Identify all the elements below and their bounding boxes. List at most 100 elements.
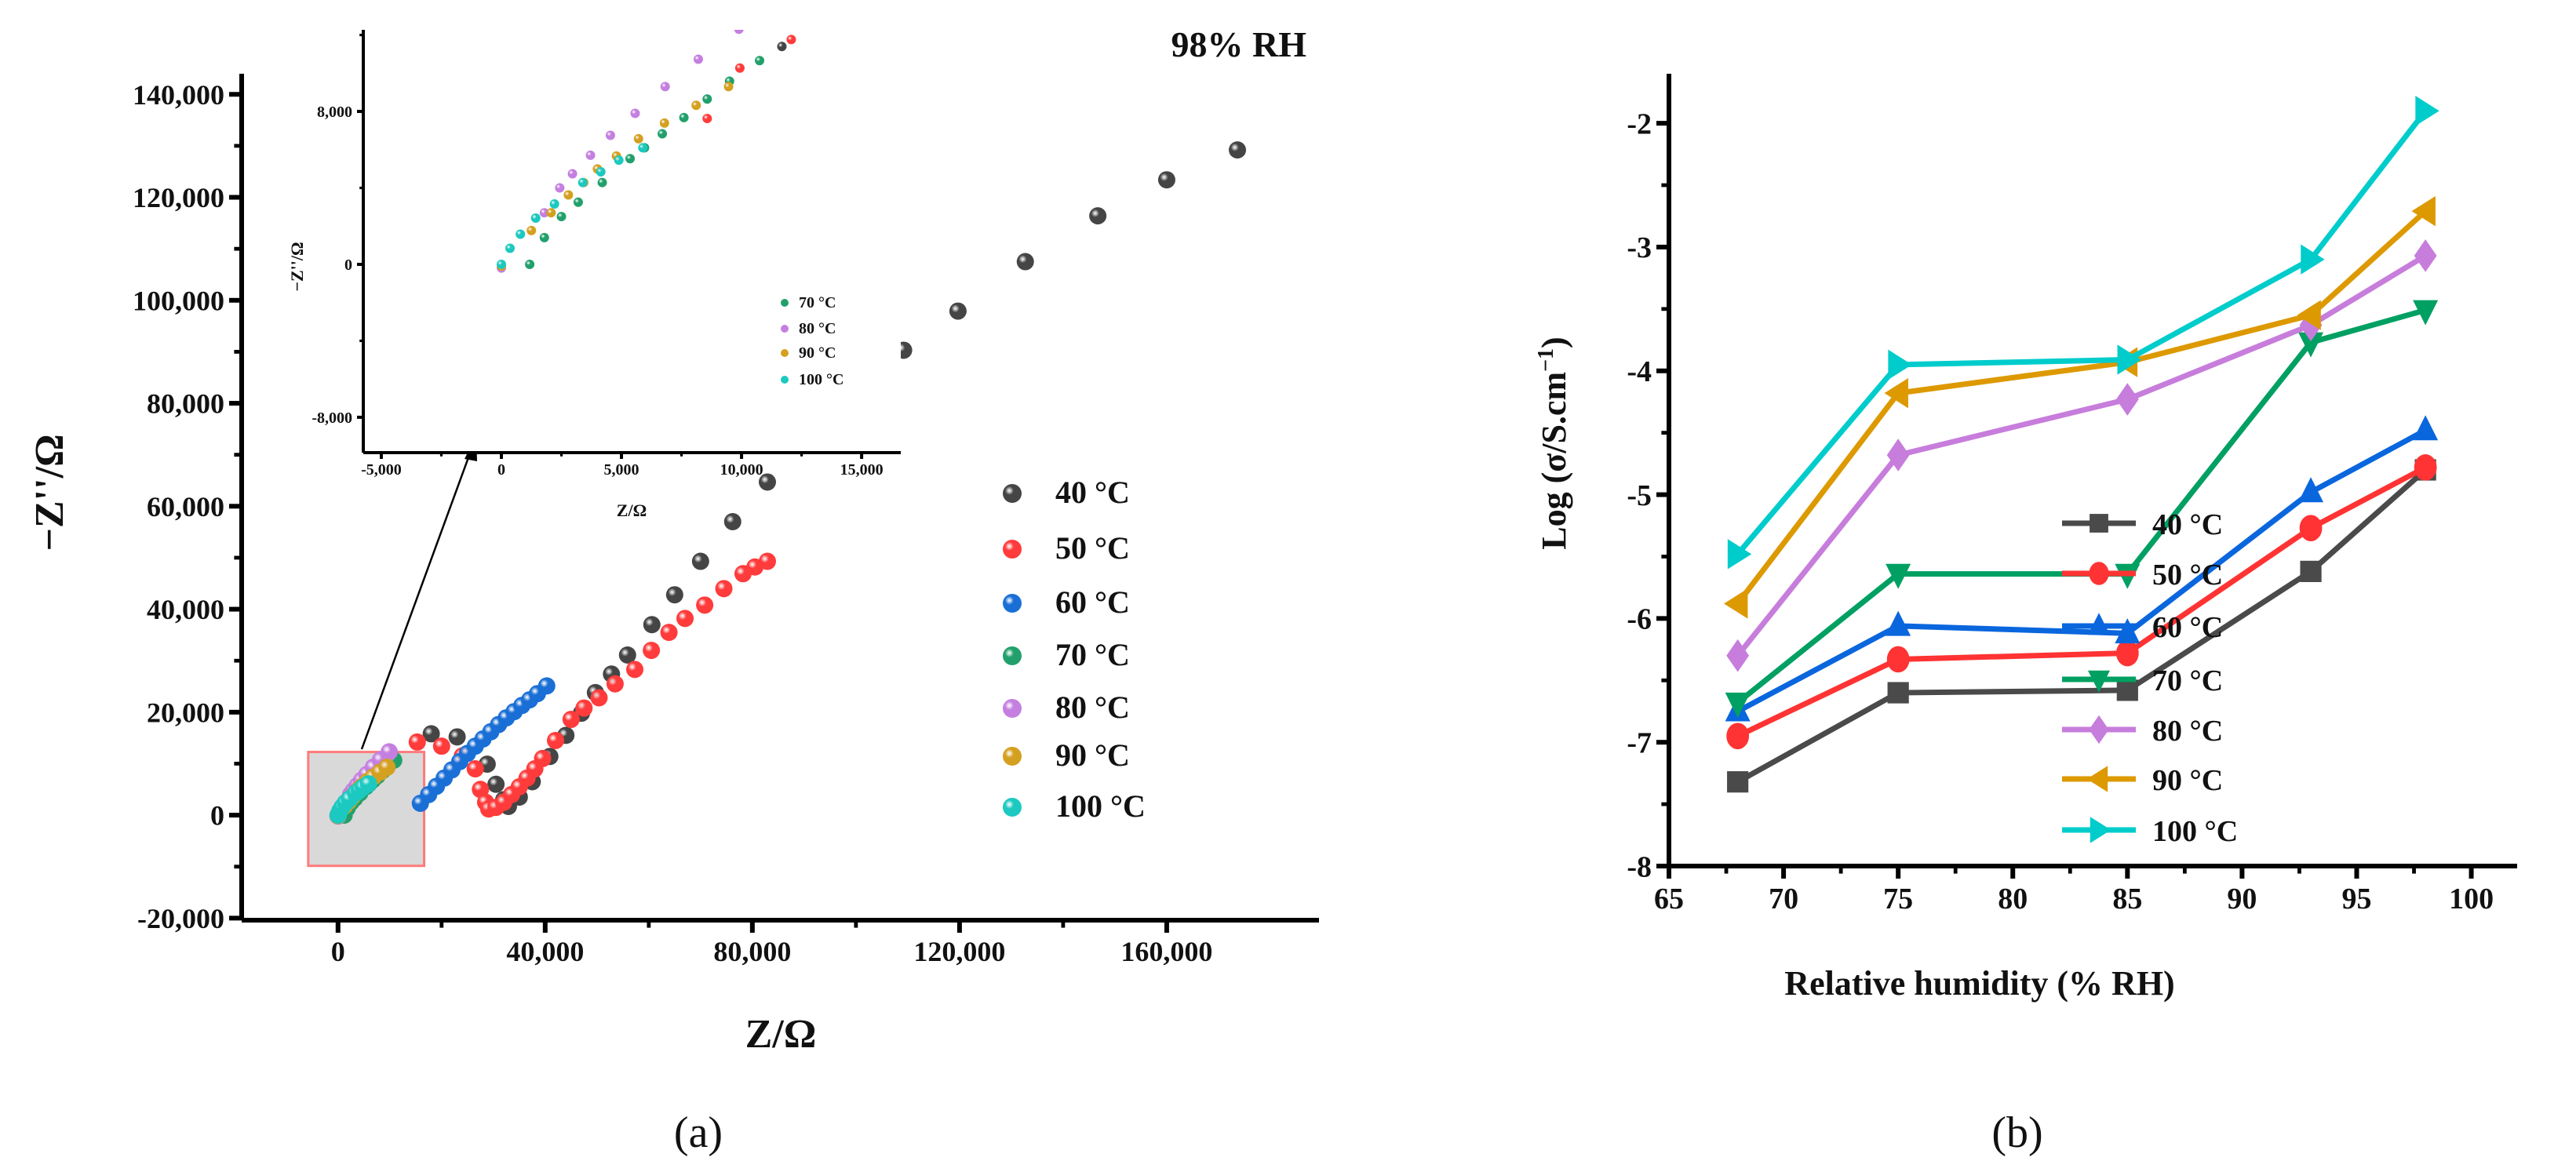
y-tick-label: 80,000 xyxy=(147,388,224,420)
triangle-down-marker xyxy=(1725,692,1751,718)
data-point xyxy=(534,749,552,767)
legend-label: 60 °C xyxy=(2152,611,2223,644)
legend-item: 90 °C xyxy=(1003,737,1130,773)
legend-label: 40 °C xyxy=(2152,508,2223,541)
y-tick-label: -5 xyxy=(1627,479,1652,512)
y-tick-label: 100,000 xyxy=(133,285,224,316)
data-point xyxy=(562,711,580,729)
legend-label: 40 °C xyxy=(1055,475,1130,510)
inset-data-point xyxy=(530,213,541,224)
inset-data-point xyxy=(555,183,565,193)
legend-marker xyxy=(1003,540,1022,559)
triangle-right-marker xyxy=(2117,344,2141,375)
inset-legend-marker xyxy=(781,299,789,307)
triangle-right-marker xyxy=(2301,244,2325,275)
data-point xyxy=(408,733,426,751)
legend-item: 70 °C xyxy=(1003,637,1130,672)
inset-data-point xyxy=(597,177,607,187)
legend-item: 40 °C xyxy=(1003,475,1130,510)
data-point xyxy=(758,552,776,570)
y-tick-label: 40,000 xyxy=(147,594,224,625)
y-tick-label: -3 xyxy=(1627,231,1652,264)
triangle-up-marker xyxy=(1886,610,1911,636)
series-80c xyxy=(1726,239,2437,672)
inset-xlabel: Z/Ω xyxy=(617,500,647,520)
x-tick-label: 0 xyxy=(497,461,505,479)
inset-data-point xyxy=(605,130,615,140)
legend-item: 50 °C xyxy=(2062,559,2223,591)
y-tick-label: 0 xyxy=(210,800,224,832)
x-tick-label: 65 xyxy=(1654,883,1684,915)
y-tick-label: 8,000 xyxy=(317,104,352,121)
x-tick-label: 5,000 xyxy=(604,461,639,479)
inset-data-points xyxy=(496,30,796,273)
inset-data-point xyxy=(567,169,578,179)
series-line xyxy=(1735,253,2427,657)
triangle-up-marker xyxy=(2298,477,2324,503)
data-point xyxy=(696,596,714,614)
inset-data-point xyxy=(702,94,712,104)
circle-marker xyxy=(2115,639,2139,667)
triangle-right-marker xyxy=(1888,349,1912,380)
diamond-marker xyxy=(2115,383,2139,416)
legend-marker xyxy=(1003,747,1022,766)
data-point xyxy=(758,473,776,491)
inset-legend-label: 90 °C xyxy=(799,344,836,362)
data-point xyxy=(949,302,967,320)
square-marker xyxy=(2116,679,2138,701)
triangle-up-marker xyxy=(2115,618,2141,644)
data-point xyxy=(626,661,644,679)
x-tick-label: 40,000 xyxy=(506,936,584,967)
legend-marker xyxy=(1003,594,1022,613)
inset-data-point xyxy=(786,35,796,45)
x-tick-label: 75 xyxy=(1883,883,1913,915)
inset-data-point xyxy=(556,212,567,222)
data-point xyxy=(1157,171,1175,189)
inset-data-point xyxy=(777,42,787,52)
data-point xyxy=(537,677,556,695)
x-tick-label: 80,000 xyxy=(713,936,791,967)
data-point xyxy=(432,737,450,755)
inset-plot: -5,000 0 5,000 10,000 15,000 -8,000 0 8,000 70 °… xyxy=(312,30,901,479)
legend-label: 80 °C xyxy=(1055,690,1130,725)
inset-data-point xyxy=(563,190,574,200)
panel-label-a: (a) xyxy=(674,1108,723,1157)
legend-label: 70 °C xyxy=(2152,664,2223,697)
y-tick-label: 60,000 xyxy=(147,491,224,522)
triangle-left-marker xyxy=(1724,588,1748,619)
data-point xyxy=(691,552,709,570)
ylabel-close: ) xyxy=(1535,337,1573,348)
y-tick-label: -4 xyxy=(1627,355,1652,388)
triangle-left-marker xyxy=(2297,300,2321,330)
data-point xyxy=(1016,253,1034,271)
triangle-up-marker xyxy=(2088,613,2110,635)
data-point xyxy=(547,731,565,749)
triangle-down-marker xyxy=(1886,563,1911,589)
y-tick-label: 120,000 xyxy=(133,182,224,213)
y-tick-label: 140,000 xyxy=(133,79,224,111)
data-point xyxy=(643,616,661,634)
inset-data-point xyxy=(578,177,588,187)
inset-data-point xyxy=(638,143,648,153)
triangle-right-marker xyxy=(2090,817,2111,843)
series-60c xyxy=(411,677,556,813)
circle-marker xyxy=(2414,454,2437,481)
series-line xyxy=(1735,209,2428,606)
data-point xyxy=(676,610,694,628)
triangle-down-marker xyxy=(2298,332,2324,358)
inset-data-point xyxy=(633,133,643,144)
ylabel-superscript: −1 xyxy=(1534,348,1558,372)
legend-marker xyxy=(1003,699,1022,718)
legend-item: 90 °C xyxy=(2062,764,2223,797)
nyquist-plot: 0 40,000 80,000 120,000 160,000 -20,000 0 20,00… xyxy=(133,30,1319,967)
triangle-right-marker xyxy=(1727,539,1752,570)
diamond-marker xyxy=(1726,639,1750,672)
inset-data-point xyxy=(585,150,596,160)
legend-label: 60 °C xyxy=(1055,584,1130,620)
inset-data-point xyxy=(625,154,636,164)
inset-data-point xyxy=(539,208,549,218)
legend-label: 100 °C xyxy=(1055,788,1146,824)
inset-data-point xyxy=(691,100,701,111)
data-point xyxy=(1229,141,1247,159)
data-point xyxy=(643,642,661,660)
